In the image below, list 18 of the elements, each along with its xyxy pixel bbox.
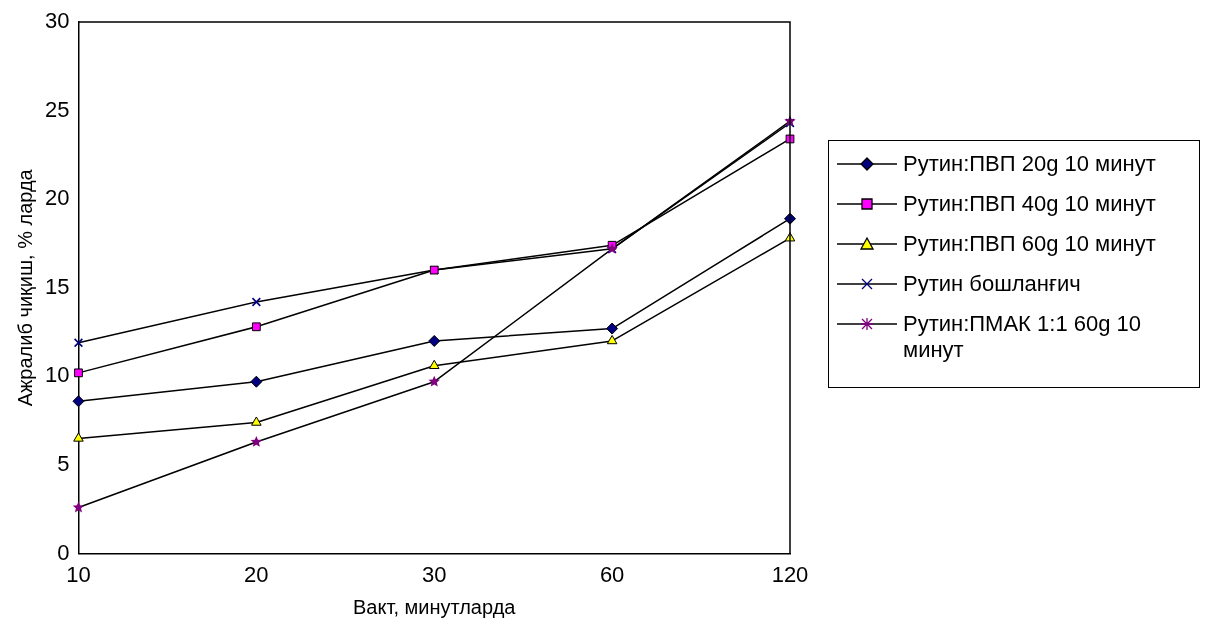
y-tick-label: 20 bbox=[44, 185, 70, 211]
x-tick-label: 30 bbox=[421, 561, 447, 587]
y-tick-label: 5 bbox=[57, 451, 70, 477]
x-tick-label: 60 bbox=[599, 561, 625, 587]
y-axis-title: Ажралиб чиқиш, % ларда bbox=[13, 168, 36, 407]
legend-label: Рутин:ПВП 60g 10 минут bbox=[903, 231, 1156, 257]
y-tick-label: 15 bbox=[44, 273, 70, 299]
x-axis-title: Вакт, минутларда bbox=[353, 595, 517, 618]
y-tick-label: 0 bbox=[57, 539, 70, 565]
y-tick-label: 30 bbox=[44, 8, 70, 34]
x-tick-label: 120 bbox=[771, 561, 809, 587]
y-tick-label: 25 bbox=[44, 96, 70, 122]
legend-label: Рутин:ПВП 40g 10 минут bbox=[903, 191, 1156, 217]
legend-label: Рутин:ПМАК 1:1 60g 10 минут bbox=[903, 311, 1143, 363]
y-tick-label: 10 bbox=[44, 362, 70, 388]
legend-label: Рутин бошланғич bbox=[903, 271, 1081, 297]
legend-label: Рутин:ПВП 20g 10 минут bbox=[903, 151, 1156, 177]
x-tick-label: 20 bbox=[244, 561, 269, 587]
